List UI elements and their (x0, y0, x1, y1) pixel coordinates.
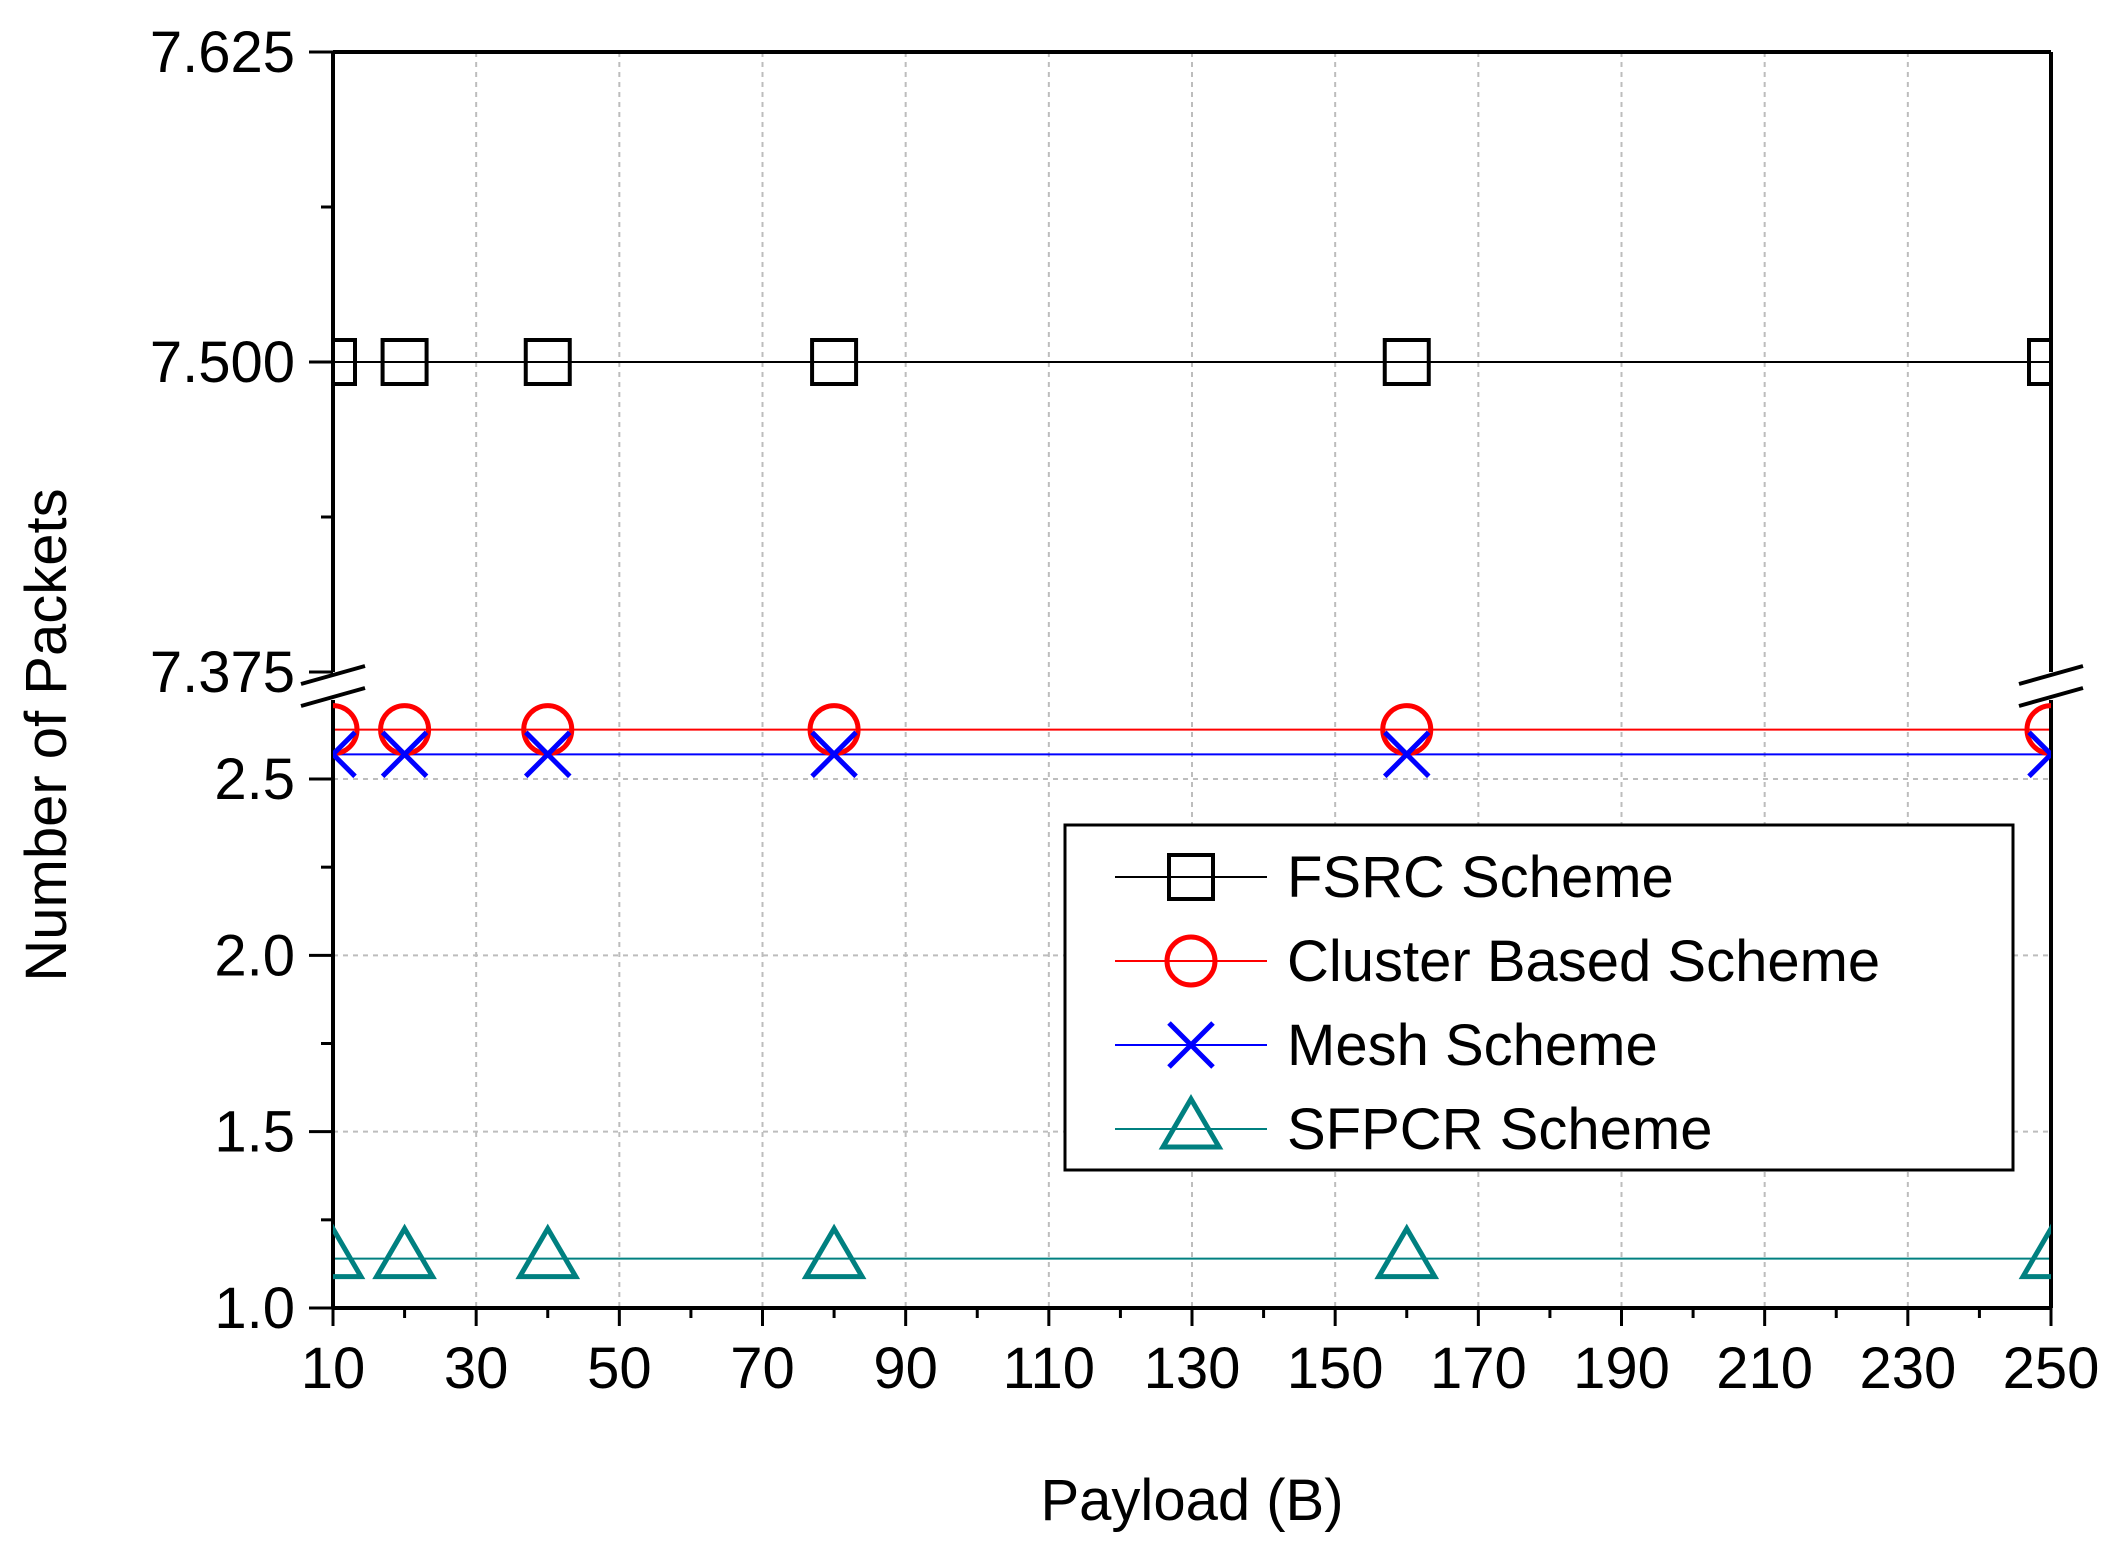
x-tick-label: 10 (301, 1336, 366, 1401)
x-tick-label: 150 (1287, 1336, 1384, 1401)
x-tick-label: 130 (1144, 1336, 1241, 1401)
x-tick-label: 250 (2003, 1336, 2100, 1401)
y-tick-label: 2.0 (214, 923, 295, 988)
axis-break-mark (2018, 686, 2084, 708)
data-point (333, 730, 357, 779)
y-tick-label: 7.500 (150, 330, 295, 395)
legend: FSRC Scheme Cluster Based Scheme Mesh Sche… (1063, 823, 2015, 1172)
y-tick-label: 7.375 (150, 640, 295, 705)
x-tick-label: 230 (1859, 1336, 1956, 1401)
legend-label: Mesh Scheme (1287, 1013, 1658, 1078)
axis-break-mark (300, 686, 366, 708)
x-tick-label: 210 (1716, 1336, 1813, 1401)
data-point (523, 730, 572, 779)
data-point (2018, 1223, 2051, 1280)
y-tick-label: 7.625 (150, 20, 295, 85)
legend-marker (1167, 853, 1215, 901)
data-point (333, 338, 357, 386)
y-axis-title: Number of Packets (14, 488, 79, 981)
data-point (1382, 338, 1431, 386)
x-tick-label: 110 (1003, 1336, 1095, 1401)
data-point (2024, 703, 2051, 757)
data-point (810, 338, 859, 386)
data-point (372, 1223, 437, 1280)
y-tick-label: 2.5 (214, 747, 295, 812)
data-point (515, 1223, 581, 1280)
data-point (333, 703, 360, 757)
ticks: 10 30 50 70 90 110 130 150 170 190 210 230 250 1.0 1.5… (150, 20, 2100, 1401)
y-tick-label: 1.0 (214, 1276, 295, 1341)
data-point (2027, 338, 2051, 386)
x-tick-label: 90 (873, 1336, 938, 1401)
x-axis-title: Payload (B) (1040, 1468, 1343, 1533)
legend-label: Cluster Based Scheme (1287, 929, 1880, 994)
data-point (1382, 730, 1431, 779)
markers (333, 338, 2051, 1280)
legend-marker (1164, 934, 1218, 988)
x-tick-label: 170 (1430, 1336, 1527, 1401)
y-tick-label: 1.5 (214, 1100, 295, 1165)
data-point (2027, 730, 2051, 779)
data-point (801, 1223, 867, 1280)
x-tick-label: 30 (444, 1336, 509, 1401)
x-tick-label: 190 (1573, 1336, 1670, 1401)
axis-break-mark (2018, 664, 2084, 686)
x-tick-label: 70 (730, 1336, 795, 1401)
data-point (523, 338, 572, 386)
legend-marker (1158, 1094, 1224, 1150)
data-point (380, 338, 429, 386)
data-point (333, 1223, 366, 1280)
series-lines (333, 361, 2051, 1260)
data-point (1374, 1223, 1440, 1280)
x-tick-label: 50 (587, 1336, 652, 1401)
legend-label: FSRC Scheme (1287, 845, 1674, 910)
legend-label: SFPCR Scheme (1287, 1097, 1712, 1162)
legend-box (1063, 823, 2015, 1172)
data-point (380, 730, 429, 779)
data-point (810, 730, 858, 779)
legend-marker (1167, 1021, 1215, 1069)
axis-break-mark (300, 664, 366, 686)
